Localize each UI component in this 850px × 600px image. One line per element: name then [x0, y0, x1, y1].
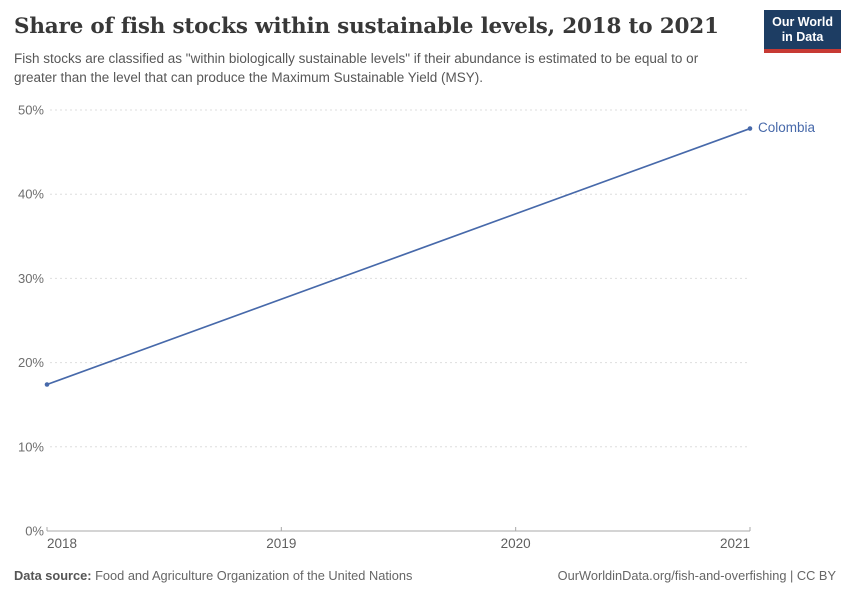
series-label-colombia[interactable]: Colombia — [758, 119, 816, 135]
data-line-colombia[interactable] — [46, 127, 751, 386]
y-axis-tick-label: 30% — [18, 271, 44, 286]
owid-url-license-link[interactable]: OurWorldinData.org/fish-and-overfishing … — [557, 568, 836, 583]
data-point-colombia-2018[interactable] — [44, 382, 50, 387]
chart-footer: Data source: Food and Agriculture Organi… — [14, 568, 836, 583]
line-chart: 0% 10% 20% 30% 40% 50% 2018 2019 2020 2021 Colomb… — [0, 95, 850, 570]
x-axis-tick-label: 2021 — [720, 536, 750, 551]
chart-subtitle: Fish stocks are classified as "within bi… — [14, 50, 699, 85]
chart-canvas[interactable]: 0% 10% 20% 30% 40% 50% 2018 2019 2020 2021 — [0, 95, 850, 570]
y-axis-tick-label: 50% — [18, 103, 44, 118]
y-axis-tick-label: 0% — [25, 524, 44, 539]
x-axis-tick-label: 2019 — [266, 536, 296, 551]
y-axis-tick-label: 40% — [18, 187, 44, 202]
data-source-note: Data source: Food and Agriculture Organi… — [14, 568, 412, 583]
owid-logo-line1: Our World — [772, 15, 833, 29]
y-axis-tick-label: 20% — [18, 355, 44, 370]
data-point-colombia-2021[interactable] — [747, 126, 753, 131]
x-axis-tick-label: 2020 — [501, 536, 531, 551]
owid-logo: Our World in Data — [764, 10, 841, 53]
x-axis-tick-label: 2018 — [47, 536, 77, 551]
owid-logo-line2: in Data — [781, 30, 824, 44]
chart-title: Share of fish stocks within sustainable … — [14, 14, 719, 39]
y-axis-tick-label: 10% — [18, 439, 44, 454]
chart-header: Share of fish stocks within sustainable … — [14, 14, 759, 87]
data-source-label: Data source: — [14, 568, 92, 583]
data-source-text: Food and Agriculture Organization of the… — [95, 568, 413, 583]
